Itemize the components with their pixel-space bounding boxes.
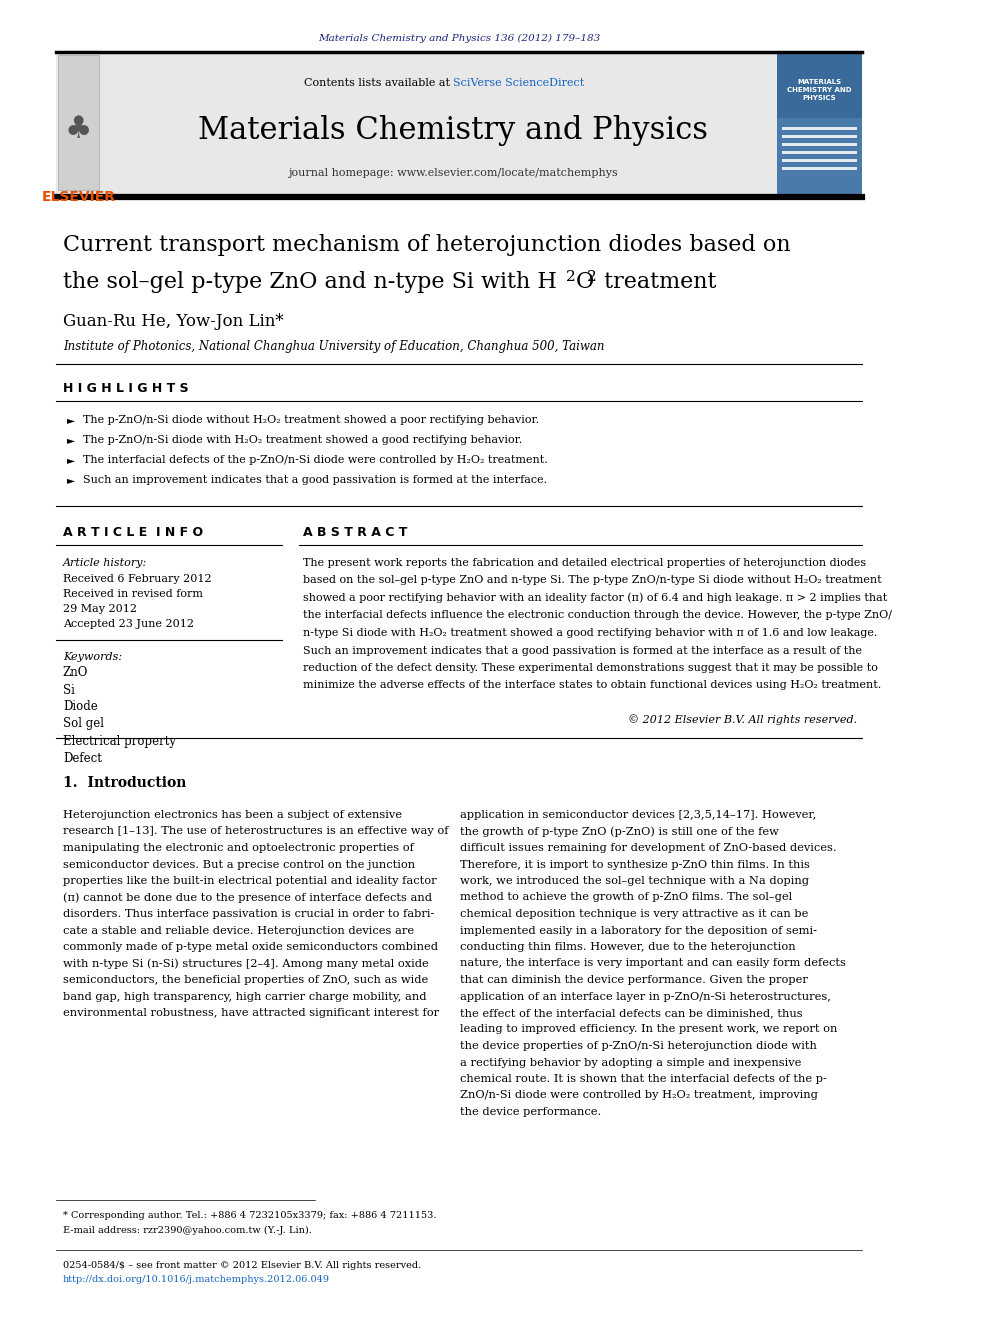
Text: environmental robustness, have attracted significant interest for: environmental robustness, have attracted… — [62, 1008, 439, 1017]
Text: Institute of Photonics, National Changhua University of Education, Changhua 500,: Institute of Photonics, National Changhu… — [62, 340, 604, 353]
Text: The p-ZnO/n-Si diode with H₂O₂ treatment showed a good rectifying behavior.: The p-ZnO/n-Si diode with H₂O₂ treatment… — [83, 435, 523, 445]
Bar — [782, 159, 857, 161]
Text: ♣: ♣ — [64, 115, 92, 144]
Text: 2: 2 — [566, 270, 575, 283]
Text: conducting thin films. However, due to the heterojunction: conducting thin films. However, due to t… — [459, 942, 796, 953]
Text: the growth of p-type ZnO (p-ZnO) is still one of the few: the growth of p-type ZnO (p-ZnO) is stil… — [459, 827, 779, 836]
Text: H I G H L I G H T S: H I G H L I G H T S — [62, 381, 188, 394]
Text: 29 May 2012: 29 May 2012 — [62, 605, 137, 614]
Text: Current transport mechanism of heterojunction diodes based on: Current transport mechanism of heterojun… — [62, 234, 791, 255]
Text: ZnO/n-Si diode were controlled by H₂O₂ treatment, improving: ZnO/n-Si diode were controlled by H₂O₂ t… — [459, 1090, 817, 1101]
Text: treatment: treatment — [596, 271, 716, 292]
Text: ►: ► — [66, 475, 74, 486]
Text: commonly made of p-type metal oxide semiconductors combined: commonly made of p-type metal oxide semi… — [62, 942, 437, 953]
Text: E-mail address: rzr2390@yahoo.com.tw (Y.-J. Lin).: E-mail address: rzr2390@yahoo.com.tw (Y.… — [62, 1225, 311, 1234]
Text: semiconductors, the beneficial properties of ZnO, such as wide: semiconductors, the beneficial propertie… — [62, 975, 429, 986]
Text: ►: ► — [66, 455, 74, 464]
Text: manipulating the electronic and optoelectronic properties of: manipulating the electronic and optoelec… — [62, 843, 414, 853]
Text: the interfacial defects influence the electronic conduction through the device. : the interfacial defects influence the el… — [304, 610, 893, 620]
Text: research [1–13]. The use of heterostructures is an effective way of: research [1–13]. The use of heterostruct… — [62, 827, 448, 836]
Text: Sol gel: Sol gel — [62, 717, 104, 730]
Text: application in semiconductor devices [2,3,5,14–17]. However,: application in semiconductor devices [2,… — [459, 810, 816, 820]
Text: (π) cannot be done due to the presence of interface defects and: (π) cannot be done due to the presence o… — [62, 892, 432, 902]
Text: chemical deposition technique is very attractive as it can be: chemical deposition technique is very at… — [459, 909, 808, 919]
Text: The interfacial defects of the p-ZnO/n-Si diode were controlled by H₂O₂ treatmen: The interfacial defects of the p-ZnO/n-S… — [83, 455, 548, 464]
Text: Contents lists available at: Contents lists available at — [304, 78, 453, 89]
Text: Heterojunction electronics has been a subject of extensive: Heterojunction electronics has been a su… — [62, 810, 402, 820]
Text: Keywords:: Keywords: — [62, 652, 122, 662]
Text: Materials Chemistry and Physics 136 (2012) 179–183: Materials Chemistry and Physics 136 (201… — [317, 33, 600, 42]
Text: Electrical property: Electrical property — [62, 734, 176, 747]
Text: 2: 2 — [587, 270, 597, 283]
Text: * Corresponding author. Tel.: +886 4 7232105x3379; fax: +886 4 7211153.: * Corresponding author. Tel.: +886 4 723… — [62, 1211, 436, 1220]
Text: Received in revised form: Received in revised form — [62, 589, 203, 599]
Text: implemented easily in a laboratory for the deposition of semi-: implemented easily in a laboratory for t… — [459, 926, 816, 935]
Bar — [59, 56, 99, 191]
Text: MATERIALS
CHEMISTRY AND
PHYSICS: MATERIALS CHEMISTRY AND PHYSICS — [788, 78, 852, 102]
Bar — [782, 127, 857, 130]
Text: A R T I C L E  I N F O: A R T I C L E I N F O — [62, 527, 203, 540]
Text: Therefore, it is import to synthesize p-ZnO thin films. In this: Therefore, it is import to synthesize p-… — [459, 860, 809, 869]
Text: O: O — [575, 271, 593, 292]
Text: application of an interface layer in p-ZnO/n-Si heterostructures,: application of an interface layer in p-Z… — [459, 991, 830, 1002]
Text: Such an improvement indicates that a good passivation is formed at the interface: Such an improvement indicates that a goo… — [304, 646, 862, 655]
Text: method to achieve the growth of p-ZnO films. The sol–gel: method to achieve the growth of p-ZnO fi… — [459, 893, 792, 902]
Text: reduction of the defect density. These experimental demonstrations suggest that : reduction of the defect density. These e… — [304, 663, 878, 673]
Text: the device performance.: the device performance. — [459, 1107, 601, 1117]
Bar — [56, 53, 862, 194]
Text: difficult issues remaining for development of ZnO-based devices.: difficult issues remaining for developme… — [459, 843, 836, 853]
Bar — [777, 53, 862, 194]
Text: chemical route. It is shown that the interfacial defects of the p-: chemical route. It is shown that the int… — [459, 1074, 826, 1084]
Text: leading to improved efficiency. In the present work, we report on: leading to improved efficiency. In the p… — [459, 1024, 837, 1035]
Text: semiconductor devices. But a precise control on the junction: semiconductor devices. But a precise con… — [62, 860, 415, 869]
Text: the sol–gel p-type ZnO and n-type Si with H: the sol–gel p-type ZnO and n-type Si wit… — [62, 271, 557, 292]
Text: http://dx.doi.org/10.1016/j.matchemphys.2012.06.049: http://dx.doi.org/10.1016/j.matchemphys.… — [62, 1275, 330, 1285]
Text: work, we introduced the sol–gel technique with a Na doping: work, we introduced the sol–gel techniqu… — [459, 876, 808, 886]
Text: Received 6 February 2012: Received 6 February 2012 — [62, 574, 211, 583]
Bar — [782, 151, 857, 153]
Text: journal homepage: www.elsevier.com/locate/matchemphys: journal homepage: www.elsevier.com/locat… — [289, 168, 618, 179]
Text: The present work reports the fabrication and detailed electrical properties of h: The present work reports the fabrication… — [304, 558, 867, 568]
Text: ZnO: ZnO — [62, 667, 88, 680]
Text: Such an improvement indicates that a good passivation is formed at the interface: Such an improvement indicates that a goo… — [83, 475, 548, 486]
Text: © 2012 Elsevier B.V. All rights reserved.: © 2012 Elsevier B.V. All rights reserved… — [628, 714, 857, 725]
Text: the device properties of p-ZnO/n-Si heterojunction diode with: the device properties of p-ZnO/n-Si hete… — [459, 1041, 816, 1050]
Bar — [782, 167, 857, 169]
Text: a rectifying behavior by adopting a simple and inexpensive: a rectifying behavior by adopting a simp… — [459, 1057, 802, 1068]
Text: Article history:: Article history: — [62, 558, 147, 568]
Bar — [782, 143, 857, 146]
Text: Accepted 23 June 2012: Accepted 23 June 2012 — [62, 619, 193, 628]
Text: Guan-Ru He, Yow-Jon Lin*: Guan-Ru He, Yow-Jon Lin* — [62, 314, 284, 331]
Text: with n-type Si (n-Si) structures [2–4]. Among many metal oxide: with n-type Si (n-Si) structures [2–4]. … — [62, 958, 429, 968]
Text: ►: ► — [66, 435, 74, 445]
Bar — [782, 135, 857, 138]
Text: disorders. Thus interface passivation is crucial in order to fabri-: disorders. Thus interface passivation is… — [62, 909, 434, 919]
Text: The p-ZnO/n-Si diode without H₂O₂ treatment showed a poor rectifying behavior.: The p-ZnO/n-Si diode without H₂O₂ treatm… — [83, 415, 540, 425]
Text: the effect of the interfacial defects can be diminished, thus: the effect of the interfacial defects ca… — [459, 1008, 803, 1017]
Text: ►: ► — [66, 415, 74, 425]
Text: A B S T R A C T: A B S T R A C T — [304, 527, 408, 540]
Text: properties like the built-in electrical potential and ideality factor: properties like the built-in electrical … — [62, 876, 436, 886]
Text: band gap, high transparency, high carrier charge mobility, and: band gap, high transparency, high carrie… — [62, 991, 427, 1002]
Text: 0254-0584/$ – see front matter © 2012 Elsevier B.V. All rights reserved.: 0254-0584/$ – see front matter © 2012 El… — [62, 1261, 422, 1270]
Text: Materials Chemistry and Physics: Materials Chemistry and Physics — [198, 115, 708, 146]
Text: minimize the adverse effects of the interface states to obtain functional device: minimize the adverse effects of the inte… — [304, 680, 882, 691]
Text: cate a stable and reliable device. Heterojunction devices are: cate a stable and reliable device. Heter… — [62, 926, 414, 935]
Text: Diode: Diode — [62, 700, 97, 713]
Text: n-type Si diode with H₂O₂ treatment showed a good rectifying behavior with π of : n-type Si diode with H₂O₂ treatment show… — [304, 628, 878, 638]
Text: ELSEVIER: ELSEVIER — [42, 191, 116, 204]
Text: showed a poor rectifying behavior with an ideality factor (π) of 6.4 and high le: showed a poor rectifying behavior with a… — [304, 593, 888, 603]
Text: nature, the interface is very important and can easily form defects: nature, the interface is very important … — [459, 958, 845, 968]
Bar — [777, 53, 862, 118]
Text: Si: Si — [62, 684, 74, 696]
Text: 1.  Introduction: 1. Introduction — [62, 777, 186, 790]
Text: SciVerse ScienceDirect: SciVerse ScienceDirect — [453, 78, 584, 89]
Text: that can diminish the device performance. Given the proper: that can diminish the device performance… — [459, 975, 807, 986]
Text: based on the sol–gel p-type ZnO and n-type Si. The p-type ZnO/n-type Si diode wi: based on the sol–gel p-type ZnO and n-ty… — [304, 576, 882, 586]
Text: Defect: Defect — [62, 751, 102, 765]
